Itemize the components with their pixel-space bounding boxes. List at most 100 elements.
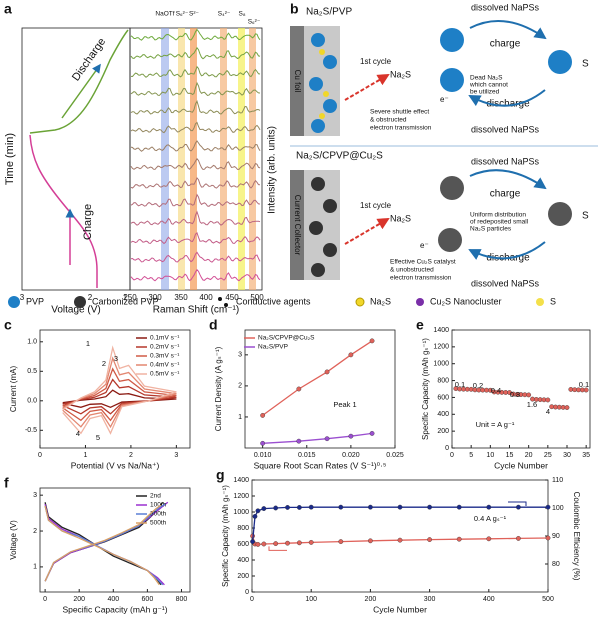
point bbox=[252, 514, 258, 519]
annotation: 4 bbox=[76, 429, 80, 438]
panel-label: d bbox=[209, 317, 218, 333]
point bbox=[273, 541, 279, 546]
point bbox=[456, 536, 462, 542]
current-collector bbox=[290, 26, 304, 136]
y-tick-label: 0 bbox=[445, 445, 449, 452]
plot-frame bbox=[39, 329, 191, 449]
point bbox=[583, 387, 589, 393]
spectrum bbox=[130, 100, 261, 115]
band bbox=[220, 28, 227, 290]
point bbox=[296, 540, 302, 546]
band bbox=[161, 28, 169, 290]
legend-label: 0.5mV s⁻¹ bbox=[150, 371, 180, 378]
tick-label: 2 bbox=[88, 293, 93, 302]
note: Uniform distribution bbox=[470, 212, 526, 219]
x-tick-label: 0.025 bbox=[386, 452, 404, 459]
y-tick-label: 200 bbox=[437, 428, 449, 435]
point bbox=[324, 436, 330, 442]
label: Na₂S bbox=[390, 213, 411, 223]
y-tick-label: 400 bbox=[237, 557, 249, 564]
point bbox=[367, 504, 373, 510]
arrow bbox=[469, 19, 547, 40]
x-tick-label: 0.020 bbox=[342, 452, 360, 459]
label: charge bbox=[490, 39, 521, 50]
annotation: 0.4 A gₛ⁻¹ bbox=[474, 514, 507, 523]
band-label: S₄²⁻ bbox=[218, 11, 231, 18]
legend-label: 0.1mV s⁻¹ bbox=[150, 335, 180, 342]
x-axis-label: Square Root Scan Rates (V S⁻¹)⁰·⁵ bbox=[254, 460, 387, 470]
point bbox=[338, 504, 344, 510]
cpvp bbox=[548, 202, 572, 226]
y-tick-label: -0.5 bbox=[25, 427, 37, 434]
legend-label: Na₂S/PVP bbox=[258, 344, 288, 351]
x-tick-label: 35 bbox=[582, 452, 590, 459]
y-tick-label: 100 bbox=[552, 505, 564, 512]
electrode-label: Current Collector bbox=[293, 195, 302, 256]
y-tick-label: 800 bbox=[237, 525, 249, 532]
x-tick-label: 800 bbox=[176, 596, 188, 603]
series-line bbox=[262, 432, 373, 444]
label: 1st cycle bbox=[360, 57, 392, 66]
annotation: 5 bbox=[96, 433, 100, 442]
x-tick-label: 0 bbox=[450, 452, 454, 459]
point bbox=[516, 536, 521, 541]
legend-label: Cu₂S Nanocluster bbox=[430, 296, 502, 306]
tick-label: 1 bbox=[123, 293, 128, 302]
label: dissolved NaPSs bbox=[471, 124, 540, 134]
annotation: 0.2 bbox=[473, 381, 483, 390]
y-tick-label: 1 bbox=[238, 414, 242, 421]
x-tick-label: 200 bbox=[365, 596, 377, 603]
annotation: Peak 1 bbox=[333, 400, 356, 409]
axis-label: Intensity (arb. units) bbox=[267, 126, 278, 214]
label: S bbox=[582, 211, 589, 222]
cpvp bbox=[323, 199, 337, 213]
point bbox=[456, 504, 462, 510]
pvp bbox=[311, 33, 325, 47]
na2s bbox=[319, 49, 325, 55]
point bbox=[545, 504, 551, 510]
note: be utilized bbox=[470, 89, 500, 96]
y-tick-label: 90 bbox=[552, 533, 560, 540]
y-tick-label: 2 bbox=[238, 383, 242, 390]
pvp bbox=[323, 99, 337, 113]
tick-label: 250 bbox=[123, 293, 137, 302]
x-axis-label: Cycle Number bbox=[494, 460, 548, 470]
tick-label: 450 bbox=[225, 293, 239, 302]
legend-label: 300th bbox=[150, 511, 167, 518]
y-axis-label: Current (mA) bbox=[9, 366, 18, 413]
point bbox=[255, 542, 261, 547]
point bbox=[486, 504, 492, 510]
point bbox=[516, 504, 521, 510]
point bbox=[308, 540, 314, 545]
y2-axis-label: Coulombic Efficiency (%) bbox=[572, 492, 581, 581]
annotation: 1.6 bbox=[527, 400, 537, 409]
point bbox=[261, 506, 267, 511]
axis-label: Raman Shift (cm⁻¹) bbox=[153, 305, 239, 316]
annotation: 4 bbox=[546, 407, 550, 416]
label: dissolved NaPSs bbox=[471, 2, 540, 12]
band bbox=[190, 28, 197, 290]
arrow bbox=[468, 89, 546, 107]
note: & obstructed bbox=[370, 117, 407, 124]
plot-frame bbox=[451, 329, 591, 449]
point bbox=[260, 412, 266, 418]
x-tick-label: 500 bbox=[542, 596, 554, 603]
legend-label: Na₂S bbox=[370, 296, 391, 306]
point bbox=[296, 438, 302, 444]
axis-arrow bbox=[508, 501, 527, 506]
current-collector bbox=[290, 170, 304, 280]
tick-label: 350 bbox=[174, 293, 188, 302]
symbol-legend: PVP Carbonized PVP Conductive agents Na₂… bbox=[8, 296, 556, 308]
annotation: 2 bbox=[102, 359, 106, 368]
y-tick-label: 800 bbox=[437, 377, 449, 384]
y-tick-label: 3 bbox=[33, 492, 37, 499]
y-tick-label: 600 bbox=[437, 394, 449, 401]
x-axis-label: Specific Capacity (mAh g⁻¹) bbox=[62, 604, 167, 614]
label: discharge bbox=[486, 99, 530, 110]
point bbox=[545, 397, 551, 403]
panel-label: a bbox=[4, 1, 12, 17]
tick-label: 500 bbox=[250, 293, 264, 302]
arrow bbox=[468, 241, 546, 260]
plot-frame bbox=[39, 487, 191, 593]
na2s bbox=[319, 113, 325, 119]
